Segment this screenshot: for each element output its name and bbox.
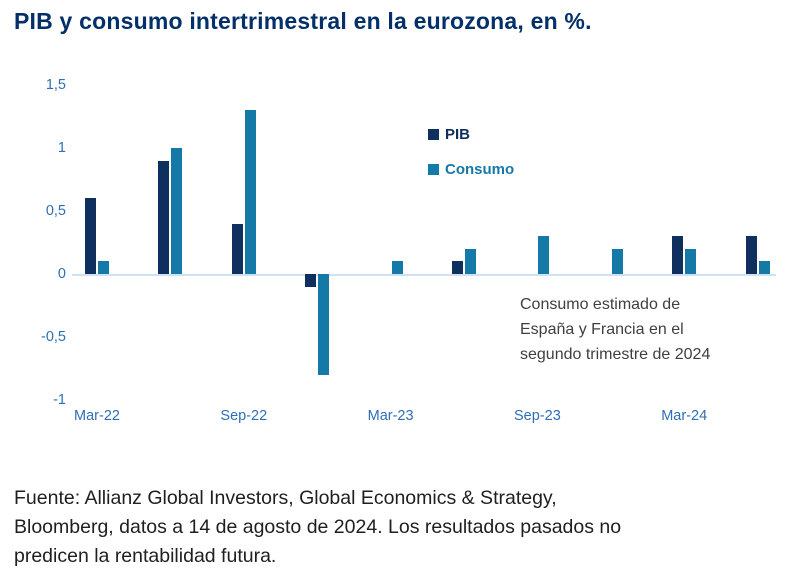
bar-consumo: [171, 148, 183, 274]
legend-label-consumo: Consumo: [445, 161, 515, 178]
chart-title: PIB y consumo intertrimestral en la euro…: [14, 8, 592, 34]
bar-consumo: [244, 110, 256, 274]
x-axis-label: Mar-23: [367, 408, 414, 424]
x-axis-label: Sep-22: [220, 408, 268, 424]
bar-consumo: [685, 248, 697, 274]
bar-consumo: [391, 261, 403, 274]
bar-pib: [231, 223, 243, 274]
x-axis-label: Mar-22: [74, 408, 120, 424]
footnote-line: predicen la rentabilidad futura.: [14, 545, 277, 567]
annotation-line: España y Francia en el: [520, 321, 684, 338]
bar-consumo: [758, 261, 770, 274]
legend-item-consumo: Consumo: [428, 161, 514, 178]
bar-pib: [85, 198, 96, 274]
bar-pib: [672, 236, 684, 274]
annotation-line: Consumo estimado de: [520, 296, 681, 313]
bar-pib: [305, 274, 317, 287]
bar-pib: [452, 261, 463, 274]
y-axis-tick: 1,5: [45, 77, 66, 93]
bar-pib: [745, 236, 757, 274]
y-axis-tick: 0,5: [45, 203, 66, 219]
legend-item-pib: PIB: [428, 126, 514, 143]
y-axis-tick: -0,5: [41, 329, 66, 345]
x-axis-label: Sep-23: [514, 408, 561, 424]
chart-legend: PIB Consumo: [428, 126, 514, 196]
y-axis-tick: 0: [57, 266, 66, 282]
footnote-line: Bloomberg, datos a 14 de agosto de 2024.…: [14, 516, 622, 538]
bar-pib: [158, 160, 170, 274]
bar-consumo: [465, 248, 476, 274]
chart-annotation: Consumo estimado de España y Francia en …: [520, 292, 780, 367]
legend-swatch-consumo: [428, 164, 439, 175]
bar-consumo: [98, 261, 109, 274]
bar-consumo: [318, 274, 330, 375]
x-axis-label: Mar-24: [661, 408, 708, 424]
footnote-line: Fuente: Allianz Global Investors, Global…: [14, 487, 557, 509]
annotation-line: segundo trimestre de 2024: [520, 346, 711, 363]
y-axis-tick: 1: [57, 140, 66, 156]
legend-label-pib: PIB: [445, 126, 471, 143]
y-axis-tick: -1: [53, 392, 66, 408]
bar-consumo: [538, 236, 550, 274]
zero-axis-line: [72, 274, 776, 276]
bar-consumo: [611, 248, 623, 274]
legend-swatch-pib: [428, 129, 439, 140]
source-footnote: Fuente: Allianz Global Investors, Global…: [14, 484, 786, 571]
